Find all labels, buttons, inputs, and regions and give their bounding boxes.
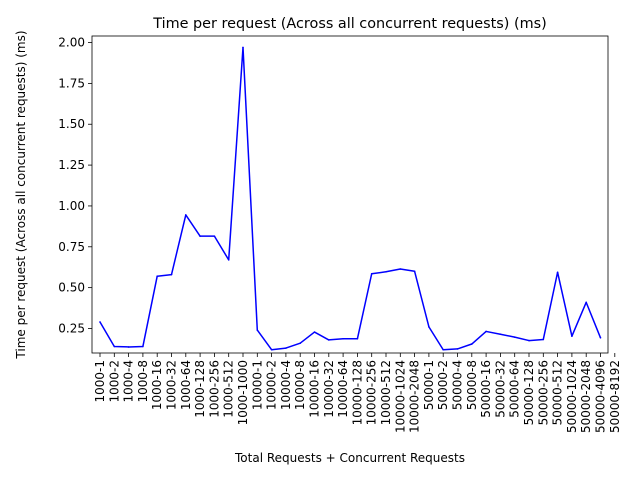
data-point [370, 272, 373, 275]
data-point [413, 270, 416, 273]
data-point [242, 46, 244, 49]
y-tick-label: 2.00 [58, 36, 85, 50]
y-tick-label: 0.50 [58, 281, 85, 295]
data-point [485, 330, 487, 333]
x-tick-label: 10000-512 [379, 360, 393, 425]
x-tick-label: 1000-128 [193, 360, 207, 418]
x-tick-label: 50000-2 [436, 360, 450, 410]
x-tick-label: 1000-8 [136, 360, 150, 403]
x-tick-label: 50000-8 [465, 360, 479, 410]
x-tick-label: 1000-4 [122, 360, 136, 403]
x-tick-label: 50000-16 [479, 360, 493, 418]
series-line [99, 46, 602, 351]
data-point [170, 273, 173, 276]
x-axis-label: Total Requests + Concurrent Requests [234, 451, 465, 465]
x-tick-label: 50000-1 [422, 360, 436, 410]
x-tick-label: 10000-32 [322, 360, 336, 418]
data-point [556, 271, 559, 274]
y-tick-label: 0.75 [58, 240, 85, 254]
x-tick-label: 50000-4096 [594, 360, 608, 433]
data-point [299, 342, 302, 344]
data-point [99, 321, 101, 323]
data-point [385, 270, 387, 273]
data-point [571, 335, 573, 337]
x-tick-label: 50000-32 [493, 360, 507, 418]
data-point [285, 347, 287, 349]
data-point [456, 348, 459, 350]
chart-title: Time per request (Across all concurrent … [152, 16, 547, 32]
y-tick-label: 0.25 [58, 321, 85, 335]
data-point [428, 326, 430, 328]
data-point [442, 348, 445, 351]
x-tick-label: 10000-128 [350, 360, 364, 425]
x-tick-label: 50000-512 [551, 360, 565, 425]
x-tick-label: 10000-16 [308, 360, 322, 418]
data-point [142, 345, 144, 348]
x-tick-label: 50000-4 [451, 360, 465, 410]
x-tick-label: 1000-512 [222, 360, 236, 418]
y-axis-label: Time per request (Across all concurrent … [14, 30, 28, 359]
x-tick-label: 1000-32 [165, 360, 179, 410]
data-point [599, 337, 602, 339]
data-point [399, 268, 402, 270]
x-tick-label: 10000-2 [265, 360, 279, 410]
y-tick-label: 1.00 [58, 199, 85, 213]
data-point [585, 301, 587, 304]
x-tick-label: 50000-2048 [579, 360, 593, 433]
x-tick-label: 10000-2048 [408, 360, 422, 433]
data-point [328, 339, 330, 341]
data-point [199, 235, 201, 237]
x-tick-label: 10000-8 [293, 360, 307, 410]
plot-frame [91, 35, 609, 354]
y-tick-label: 1.25 [58, 158, 85, 172]
data-point [313, 331, 316, 333]
data-point [127, 346, 130, 348]
x-tick-label: 10000-1 [250, 360, 264, 410]
y-tick-label: 1.75 [58, 76, 85, 90]
x-tick-label: 10000-256 [365, 360, 379, 425]
x-tick-label: 1000-256 [207, 360, 221, 418]
x-axis: 1000-1 1000-2 1000-4 1000-8 1000-16 1000-32 10… [93, 353, 622, 433]
x-tick-label: 50000-128 [522, 360, 536, 425]
y-axis: 0.25 0.50 0.75 1.00 1.25 1.50 1.75 2.00 [58, 36, 92, 335]
x-tick-label: 1000-16 [150, 360, 164, 410]
x-tick-label: 50000-256 [536, 360, 550, 425]
data-point [528, 339, 530, 342]
data-point [513, 336, 516, 338]
x-tick-label: 10000-64 [336, 360, 350, 418]
data-point [356, 337, 359, 340]
x-tick-label: 10000-1024 [393, 360, 407, 433]
data-point [270, 348, 273, 351]
x-tick-label: 1000-64 [179, 360, 193, 410]
data-point [342, 337, 344, 340]
x-tick-label: 50000-8192 [608, 360, 622, 433]
x-tick-label: 50000-64 [508, 360, 522, 418]
data-point [113, 345, 116, 348]
data-point [227, 259, 230, 261]
x-tick-label: 1000-1 [93, 360, 107, 403]
data-point [213, 235, 216, 237]
x-tick-label: 50000-1024 [565, 360, 579, 433]
data-point [156, 275, 158, 278]
data-point [542, 338, 545, 341]
data-point [499, 333, 502, 336]
x-tick-label: 10000-4 [279, 360, 293, 410]
data-point [256, 329, 259, 331]
y-tick-label: 1.50 [58, 117, 85, 131]
x-tick-label: 1000-2 [107, 360, 121, 403]
data-point [471, 343, 473, 345]
data-point [185, 214, 187, 216]
plot-area [99, 46, 602, 351]
x-tick-label: 1000-1000 [236, 360, 250, 425]
